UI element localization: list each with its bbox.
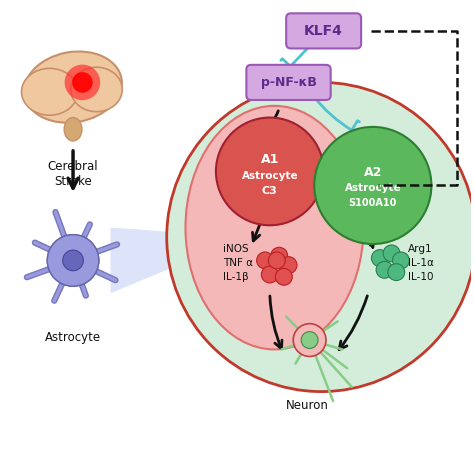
Ellipse shape <box>21 68 78 115</box>
Text: iNOS
TNF α
IL-1β: iNOS TNF α IL-1β <box>223 244 253 282</box>
Circle shape <box>376 261 393 278</box>
Circle shape <box>383 245 400 262</box>
Ellipse shape <box>24 52 122 123</box>
Text: A2: A2 <box>364 166 382 179</box>
Circle shape <box>257 252 273 269</box>
Text: Neuron: Neuron <box>286 399 328 411</box>
Text: Cerebral
Stroke: Cerebral Stroke <box>48 160 99 188</box>
Text: S100A10: S100A10 <box>349 198 397 208</box>
Circle shape <box>167 82 474 392</box>
Circle shape <box>392 252 410 269</box>
Circle shape <box>293 324 326 356</box>
Circle shape <box>280 257 297 273</box>
Circle shape <box>47 235 99 286</box>
Circle shape <box>301 332 318 348</box>
Ellipse shape <box>71 67 122 112</box>
Text: A1: A1 <box>261 153 279 166</box>
Circle shape <box>47 235 99 286</box>
Ellipse shape <box>64 118 82 141</box>
Circle shape <box>314 127 431 244</box>
FancyBboxPatch shape <box>246 65 331 100</box>
Text: p-NF-κB: p-NF-κB <box>261 76 317 89</box>
Text: KLF4: KLF4 <box>304 24 343 38</box>
Text: C3: C3 <box>262 186 278 196</box>
Circle shape <box>261 266 278 283</box>
Circle shape <box>63 250 83 271</box>
Circle shape <box>63 250 83 271</box>
Circle shape <box>72 72 93 93</box>
Circle shape <box>372 250 388 266</box>
Polygon shape <box>110 228 246 293</box>
Circle shape <box>216 118 324 225</box>
Ellipse shape <box>185 106 364 349</box>
Circle shape <box>275 268 292 285</box>
Text: Astrocyte: Astrocyte <box>241 171 298 181</box>
Text: Astrocyte: Astrocyte <box>345 183 401 193</box>
Text: Arg1
IL-1α
IL-10: Arg1 IL-1α IL-10 <box>408 244 434 282</box>
Circle shape <box>268 252 285 269</box>
Circle shape <box>388 264 405 281</box>
FancyBboxPatch shape <box>286 13 361 48</box>
Circle shape <box>271 247 288 264</box>
Text: Astrocyte: Astrocyte <box>45 331 101 344</box>
Circle shape <box>64 64 100 100</box>
